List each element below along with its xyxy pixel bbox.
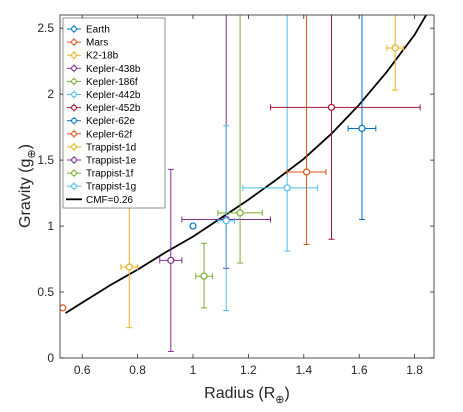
legend-entry: Trappist-1d — [67, 142, 136, 153]
x-tick-label: 0.8 — [129, 363, 146, 377]
legend-marker — [71, 130, 77, 137]
legend-entry: Kepler-452b — [67, 103, 141, 114]
legend-label: Kepler-62e — [86, 116, 135, 127]
legend-marker — [71, 91, 77, 98]
y-axis-label: Gravity (g⊕) — [17, 144, 38, 228]
legend-entry: Kepler-62f — [67, 129, 132, 140]
y-tick-label: 0.5 — [37, 285, 54, 299]
legend-marker — [71, 26, 77, 32]
x-axis-label: Radius (R⊕) — [204, 385, 290, 406]
legend-marker — [71, 170, 77, 177]
legend-marker — [71, 183, 77, 190]
legend-entry: Kepler-62e — [67, 116, 135, 127]
y-tick-label: 1.5 — [37, 153, 54, 167]
series-k2-18b — [386, 15, 405, 91]
legend-entry: CMF=0.26 — [66, 195, 133, 206]
data-point — [327, 103, 336, 111]
series-trappist-1e — [159, 168, 183, 352]
data-point — [358, 124, 366, 133]
legend-label: K2-18b — [86, 51, 119, 62]
legend-entry: Trappist-1f — [67, 169, 134, 180]
series-earth — [189, 222, 197, 230]
series-kepler-62e — [347, 15, 377, 220]
legend-label: Kepler-442b — [86, 90, 141, 101]
legend-label: Kepler-438b — [86, 64, 141, 75]
legend-entry: Kepler-186f — [67, 77, 138, 88]
legend-label: Trappist-1e — [86, 156, 137, 167]
series-kepler-186f — [217, 15, 263, 264]
series-trappist-1f — [195, 242, 213, 309]
series-kepler-62f — [286, 15, 327, 246]
series-kepler-442b — [242, 15, 319, 252]
legend-marker — [71, 65, 77, 72]
y-tick-label: 2 — [47, 87, 54, 101]
plot-marks — [60, 15, 428, 352]
series-trappist-1g — [217, 125, 236, 312]
legend-label: Trappist-1g — [86, 182, 136, 193]
series-kepler-452b — [270, 15, 421, 240]
legend-entry: Trappist-1e — [67, 156, 137, 167]
x-tick-label: 1.2 — [240, 363, 257, 377]
data-point — [222, 217, 230, 225]
data-point — [391, 44, 399, 52]
x-tick-label: 1.4 — [295, 363, 312, 377]
x-tick-label: 1.8 — [406, 363, 423, 377]
data-point — [60, 304, 67, 312]
y-tick-label: 0 — [47, 351, 54, 365]
legend-label: Kepler-452b — [86, 103, 141, 114]
x-tick-label: 1.6 — [351, 363, 368, 377]
y-tick-label: 2.5 — [37, 21, 54, 35]
data-point — [302, 168, 311, 176]
legend-entry: Kepler-438b — [67, 64, 141, 75]
data-point — [189, 222, 197, 230]
legend-marker — [71, 52, 77, 59]
x-tick-label: 0.6 — [74, 363, 91, 377]
legend-marker — [71, 78, 77, 85]
cmf-curve-line — [65, 15, 428, 314]
legend-label: Earth — [86, 25, 110, 36]
legend-label: Kepler-62f — [86, 129, 132, 140]
data-point — [125, 263, 133, 271]
series-mars — [60, 304, 67, 312]
legend-label: CMF=0.26 — [86, 195, 133, 206]
x-tick-label: 1 — [190, 363, 197, 377]
legend-marker — [71, 39, 77, 46]
legend-entry: Trappist-1g — [67, 182, 136, 193]
legend-entry: Kepler-442b — [67, 90, 141, 101]
data-point — [283, 184, 291, 192]
legend: Earth Mars K2-18b Kepler-438b Kepler-186f Kep… — [62, 17, 166, 209]
plot-frame — [59, 14, 435, 359]
legend-label: Trappist-1f — [86, 169, 134, 180]
legend-marker — [71, 143, 77, 150]
legend-label: Kepler-186f — [86, 77, 138, 88]
legend-entry: Earth — [67, 25, 110, 36]
legend-entry: Mars — [67, 38, 108, 49]
axes: 0.6 0.8 1 1.2 1.4 1.6 1.8 0 0.5 1 1.5 2 2.5 — [37, 15, 434, 377]
legend-label: Trappist-1d — [86, 142, 136, 153]
y-tick-label: 1 — [47, 219, 54, 233]
legend-marker — [71, 117, 77, 124]
data-point — [236, 209, 244, 217]
data-point — [167, 256, 175, 264]
legend-entry: K2-18b — [67, 51, 119, 62]
legend-marker — [71, 157, 77, 163]
legend-marker — [71, 104, 77, 111]
data-point — [200, 272, 208, 280]
legend-label: Mars — [86, 38, 108, 49]
legend-box — [62, 17, 166, 209]
